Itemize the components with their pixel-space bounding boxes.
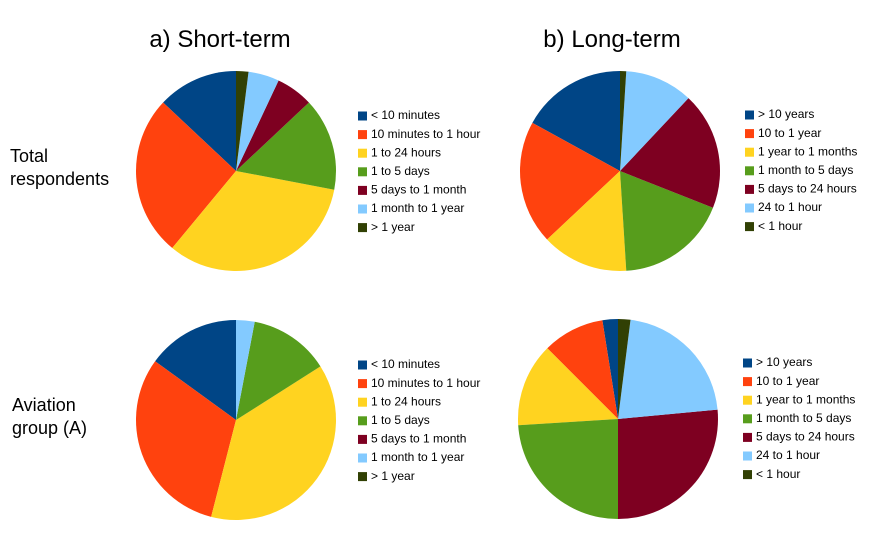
legend-label: 1 to 24 hours — [371, 145, 441, 159]
column-title: a) Short-term — [149, 26, 291, 53]
legend-swatch — [358, 204, 367, 214]
pie-slice — [620, 71, 627, 171]
legend-swatch — [745, 129, 754, 139]
pie-slice — [520, 122, 620, 240]
legend-label: 1 year to 1 months — [758, 144, 857, 158]
legend-label: 1 to 5 days — [371, 164, 430, 178]
legend-swatch — [743, 432, 752, 442]
pie-slice — [236, 80, 309, 171]
legend-label: > 1 year — [371, 469, 415, 483]
legend-swatch — [743, 358, 752, 368]
pie-slice — [532, 71, 620, 171]
legend-label: 5 days to 24 hours — [758, 182, 857, 196]
pie-slice — [236, 320, 255, 420]
pie-slice — [518, 419, 618, 519]
legend-swatch — [358, 379, 367, 389]
legend-swatch — [358, 130, 367, 140]
legend-label: 5 days to 1 month — [371, 183, 466, 197]
legend-label: 1 month to 5 days — [756, 411, 851, 425]
pie-slice — [618, 409, 719, 519]
pie-slice — [618, 319, 631, 419]
pie-slice — [618, 319, 718, 419]
pie-slice — [211, 366, 337, 520]
legend-swatch — [745, 166, 754, 176]
legend-swatch — [745, 203, 754, 213]
legend-swatch — [358, 148, 367, 158]
legend-label: 24 to 1 hour — [758, 200, 822, 214]
legend-label: > 10 years — [758, 107, 814, 121]
pie-slice — [236, 321, 321, 420]
legend-label: 10 minutes to 1 hour — [371, 376, 480, 390]
pie-slice — [620, 71, 689, 171]
legend-swatch — [358, 416, 367, 426]
pie-slice — [163, 71, 236, 171]
legend-swatch — [745, 147, 754, 157]
legend-label: < 10 minutes — [371, 357, 440, 371]
pie-slice — [236, 71, 279, 171]
legend-label: 10 minutes to 1 hour — [371, 127, 480, 141]
legend-swatch — [358, 185, 367, 195]
legend-swatch — [358, 453, 367, 463]
legend-swatch — [743, 395, 752, 405]
legend-label: 1 month to 1 year — [371, 450, 464, 464]
legend-swatch — [743, 470, 752, 480]
pie-slice — [236, 102, 336, 190]
legend-label: 5 days to 24 hours — [756, 430, 855, 444]
legend-swatch — [745, 184, 754, 194]
legend-label: > 10 years — [756, 355, 812, 369]
legend-label: 1 to 5 days — [371, 413, 430, 427]
legend-label: > 1 year — [371, 220, 415, 234]
legend-swatch — [358, 360, 367, 370]
legend-label: 1 to 24 hours — [371, 394, 441, 408]
pie-slice — [620, 98, 720, 208]
legend-swatch — [743, 451, 752, 461]
legend-swatch — [358, 434, 367, 444]
pie-slice — [547, 171, 627, 271]
legend-label: < 10 minutes — [371, 108, 440, 122]
pie-slice — [236, 71, 249, 171]
pie-slice — [547, 320, 618, 419]
legend-swatch — [358, 223, 367, 233]
legend-label: 24 to 1 hour — [756, 448, 820, 462]
pie-slice — [172, 171, 335, 272]
legend-label: 5 days to 1 month — [371, 432, 466, 446]
legend-label: < 1 hour — [756, 467, 800, 481]
row-label: Total respondents — [10, 146, 110, 189]
pie-slice — [518, 348, 618, 426]
legend-label: 1 year to 1 months — [756, 392, 855, 406]
legend-swatch — [743, 377, 752, 387]
legend-label: 1 month to 1 year — [371, 201, 464, 215]
legend-label: 10 to 1 year — [756, 374, 819, 388]
legend-label: < 1 hour — [758, 219, 802, 233]
legend-swatch — [358, 111, 367, 121]
row-label: Aviation group (A) — [12, 395, 88, 438]
legend-swatch — [745, 110, 754, 120]
pie-slice — [602, 319, 618, 419]
legend-swatch — [745, 222, 754, 232]
pie-slice — [135, 102, 236, 249]
pie-slice — [155, 319, 236, 420]
column-title: b) Long-term — [543, 26, 681, 53]
legend-label: 1 month to 5 days — [758, 163, 853, 177]
legend-swatch — [358, 397, 367, 407]
legend-swatch — [743, 414, 752, 424]
legend-swatch — [358, 472, 367, 482]
pie-slice — [620, 171, 713, 271]
pie-slice — [135, 361, 236, 517]
legend-label: 10 to 1 year — [758, 126, 821, 140]
legend-swatch — [358, 167, 367, 177]
